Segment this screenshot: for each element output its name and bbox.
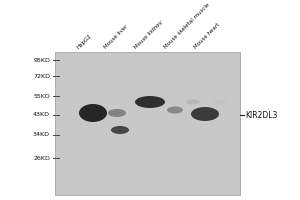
Text: 95KD: 95KD [33, 58, 50, 62]
Text: Mouse liver: Mouse liver [103, 24, 129, 50]
Ellipse shape [111, 126, 129, 134]
Bar [55, 52, 240, 195]
Text: 34KD: 34KD [33, 132, 50, 138]
Text: Mouse heart: Mouse heart [194, 22, 221, 50]
Text: Mouse kidney: Mouse kidney [134, 20, 164, 50]
Ellipse shape [135, 96, 165, 108]
Ellipse shape [214, 100, 226, 104]
Ellipse shape [191, 107, 219, 121]
Ellipse shape [79, 104, 107, 122]
Text: HepG2: HepG2 [76, 33, 93, 50]
Text: 43KD: 43KD [33, 112, 50, 117]
Ellipse shape [167, 106, 183, 114]
Text: 72KD: 72KD [33, 73, 50, 78]
Ellipse shape [108, 109, 126, 117]
Text: Mouse skeletal muscle: Mouse skeletal muscle [164, 2, 211, 50]
Text: KIR2DL3: KIR2DL3 [245, 110, 278, 119]
Ellipse shape [186, 99, 200, 104]
Text: 26KD: 26KD [33, 156, 50, 160]
Text: 55KD: 55KD [33, 94, 50, 98]
